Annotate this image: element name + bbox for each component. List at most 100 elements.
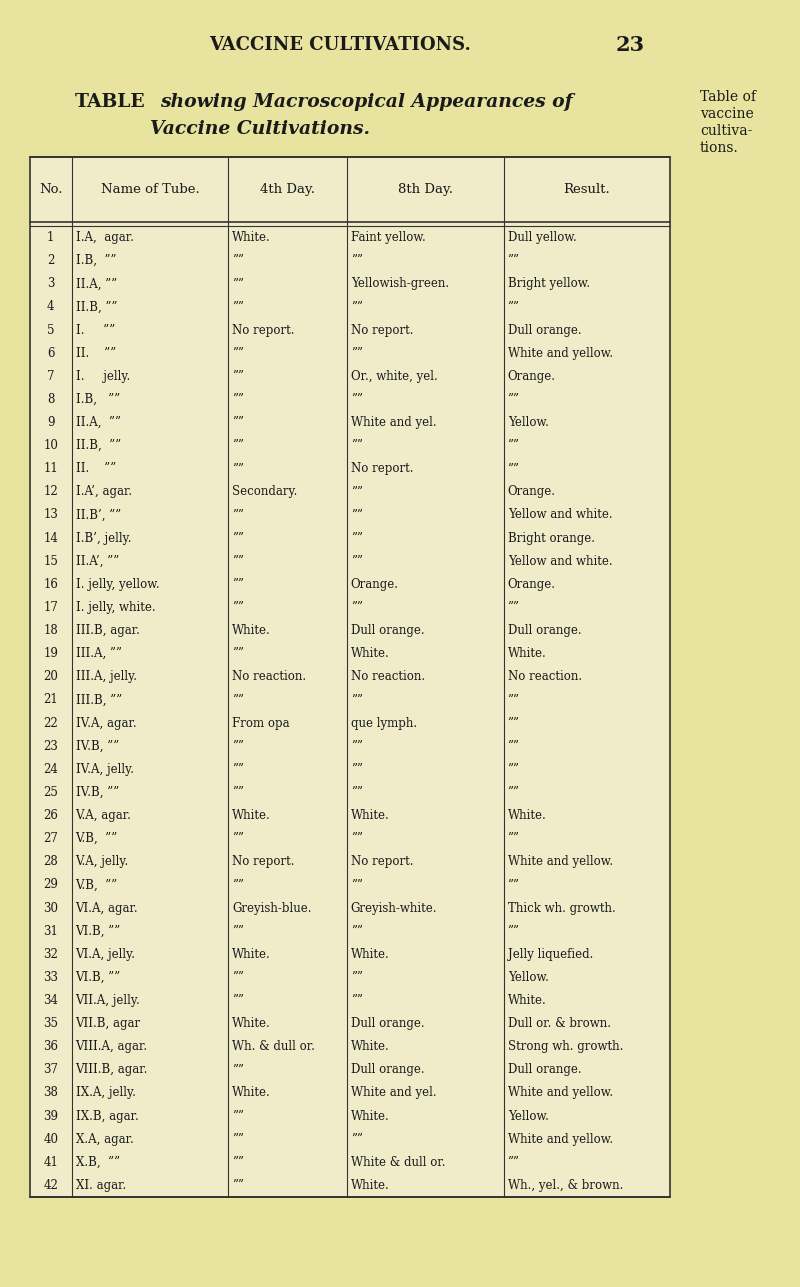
Text: IV.B, ””: IV.B, ”” bbox=[75, 786, 119, 799]
Text: 5: 5 bbox=[47, 323, 54, 336]
Text: ””: ”” bbox=[350, 601, 363, 614]
Text: III.A, ””: III.A, ”” bbox=[75, 647, 122, 660]
Text: White.: White. bbox=[350, 1040, 390, 1053]
Text: 40: 40 bbox=[43, 1133, 58, 1145]
Text: VII.A, jelly.: VII.A, jelly. bbox=[75, 994, 140, 1006]
Text: 21: 21 bbox=[43, 694, 58, 707]
Text: Dull orange.: Dull orange. bbox=[350, 1063, 425, 1076]
Text: No reaction.: No reaction. bbox=[508, 671, 582, 683]
Text: ””: ”” bbox=[508, 786, 520, 799]
Text: ””: ”” bbox=[233, 254, 245, 268]
Text: ””: ”” bbox=[508, 924, 520, 938]
Text: II.    ””: II. ”” bbox=[75, 462, 116, 475]
Text: 11: 11 bbox=[43, 462, 58, 475]
Text: 8: 8 bbox=[47, 393, 54, 405]
Text: ””: ”” bbox=[233, 1109, 245, 1122]
Text: 10: 10 bbox=[43, 439, 58, 452]
Text: ””: ”” bbox=[350, 879, 363, 892]
Text: ””: ”” bbox=[233, 439, 245, 452]
Text: 4th Day.: 4th Day. bbox=[260, 183, 315, 196]
Text: Orange.: Orange. bbox=[508, 369, 555, 382]
Text: 29: 29 bbox=[43, 879, 58, 892]
Text: X.A, agar.: X.A, agar. bbox=[75, 1133, 134, 1145]
Text: VI.A, jelly.: VI.A, jelly. bbox=[75, 947, 135, 961]
Text: ””: ”” bbox=[233, 694, 245, 707]
Text: 8th Day.: 8th Day. bbox=[398, 183, 453, 196]
Text: I.     ””: I. ”” bbox=[75, 323, 115, 336]
Text: ””: ”” bbox=[350, 485, 363, 498]
Text: White and yellow.: White and yellow. bbox=[508, 346, 613, 359]
Text: Faint yellow.: Faint yellow. bbox=[350, 232, 426, 245]
Text: I.A,  agar.: I.A, agar. bbox=[75, 232, 134, 245]
Text: Dull orange.: Dull orange. bbox=[350, 624, 425, 637]
Text: V.B,  ””: V.B, ”” bbox=[75, 833, 118, 846]
Text: VII.B, agar: VII.B, agar bbox=[75, 1017, 141, 1030]
Text: 31: 31 bbox=[43, 924, 58, 938]
Text: White and yel.: White and yel. bbox=[350, 1086, 437, 1099]
Text: Bright orange.: Bright orange. bbox=[508, 532, 594, 544]
Text: No report.: No report. bbox=[233, 856, 295, 869]
Text: 33: 33 bbox=[43, 970, 58, 983]
Text: ””: ”” bbox=[233, 786, 245, 799]
Text: II.B’, ””: II.B’, ”” bbox=[75, 508, 121, 521]
Text: 34: 34 bbox=[43, 994, 58, 1006]
Text: 6: 6 bbox=[47, 346, 54, 359]
Text: tions.: tions. bbox=[700, 142, 738, 154]
Text: ””: ”” bbox=[233, 1063, 245, 1076]
Text: ””: ”” bbox=[350, 555, 363, 568]
Text: 15: 15 bbox=[43, 555, 58, 568]
Text: ””: ”” bbox=[233, 462, 245, 475]
Text: 3: 3 bbox=[47, 277, 54, 291]
Text: showing Macroscopical Appearances of: showing Macroscopical Appearances of bbox=[160, 93, 573, 111]
Text: ””: ”” bbox=[350, 346, 363, 359]
Text: No report.: No report. bbox=[350, 462, 414, 475]
Text: I. jelly, yellow.: I. jelly, yellow. bbox=[75, 578, 159, 591]
Text: ””: ”” bbox=[233, 970, 245, 983]
Text: 20: 20 bbox=[43, 671, 58, 683]
Text: White.: White. bbox=[508, 810, 546, 822]
Text: Table of: Table of bbox=[700, 90, 756, 104]
Text: que lymph.: que lymph. bbox=[350, 717, 417, 730]
Text: White.: White. bbox=[350, 947, 390, 961]
Text: I.B,   ””: I.B, ”” bbox=[75, 393, 120, 405]
Text: ””: ”” bbox=[233, 300, 245, 314]
Text: III.B, ””: III.B, ”” bbox=[75, 694, 122, 707]
Text: ””: ”” bbox=[508, 1156, 520, 1169]
Text: No report.: No report. bbox=[350, 323, 414, 336]
Text: ””: ”” bbox=[508, 763, 520, 776]
Text: ””: ”” bbox=[508, 393, 520, 405]
Text: 32: 32 bbox=[43, 947, 58, 961]
Text: Wh. & dull or.: Wh. & dull or. bbox=[233, 1040, 315, 1053]
Text: White.: White. bbox=[508, 647, 546, 660]
Text: White.: White. bbox=[350, 1109, 390, 1122]
Text: Yellow and white.: Yellow and white. bbox=[508, 555, 612, 568]
Text: 35: 35 bbox=[43, 1017, 58, 1030]
Text: Wh., yel., & brown.: Wh., yel., & brown. bbox=[508, 1179, 623, 1192]
Text: White and yellow.: White and yellow. bbox=[508, 1133, 613, 1145]
Text: II.A’, ””: II.A’, ”” bbox=[75, 555, 119, 568]
Text: vaccine: vaccine bbox=[700, 107, 754, 121]
Text: IX.A, jelly.: IX.A, jelly. bbox=[75, 1086, 135, 1099]
Text: XI. agar.: XI. agar. bbox=[75, 1179, 126, 1192]
Text: 7: 7 bbox=[47, 369, 54, 382]
Text: ””: ”” bbox=[233, 416, 245, 429]
Text: I.B,  ””: I.B, ”” bbox=[75, 254, 116, 268]
Text: TABLE: TABLE bbox=[75, 93, 146, 111]
Text: ””: ”” bbox=[508, 462, 520, 475]
Text: ””: ”” bbox=[508, 717, 520, 730]
Text: Dull yellow.: Dull yellow. bbox=[508, 232, 576, 245]
Text: 14: 14 bbox=[43, 532, 58, 544]
Text: Orange.: Orange. bbox=[350, 578, 398, 591]
Text: ””: ”” bbox=[508, 833, 520, 846]
Text: ””: ”” bbox=[350, 970, 363, 983]
Text: No report.: No report. bbox=[350, 856, 414, 869]
Text: White & dull or.: White & dull or. bbox=[350, 1156, 446, 1169]
Text: Dull or. & brown.: Dull or. & brown. bbox=[508, 1017, 610, 1030]
Text: 42: 42 bbox=[43, 1179, 58, 1192]
Text: I.     jelly.: I. jelly. bbox=[75, 369, 130, 382]
Text: White.: White. bbox=[233, 1017, 271, 1030]
Text: 19: 19 bbox=[43, 647, 58, 660]
Text: ””: ”” bbox=[233, 601, 245, 614]
Text: 9: 9 bbox=[47, 416, 54, 429]
Text: Dull orange.: Dull orange. bbox=[508, 323, 582, 336]
